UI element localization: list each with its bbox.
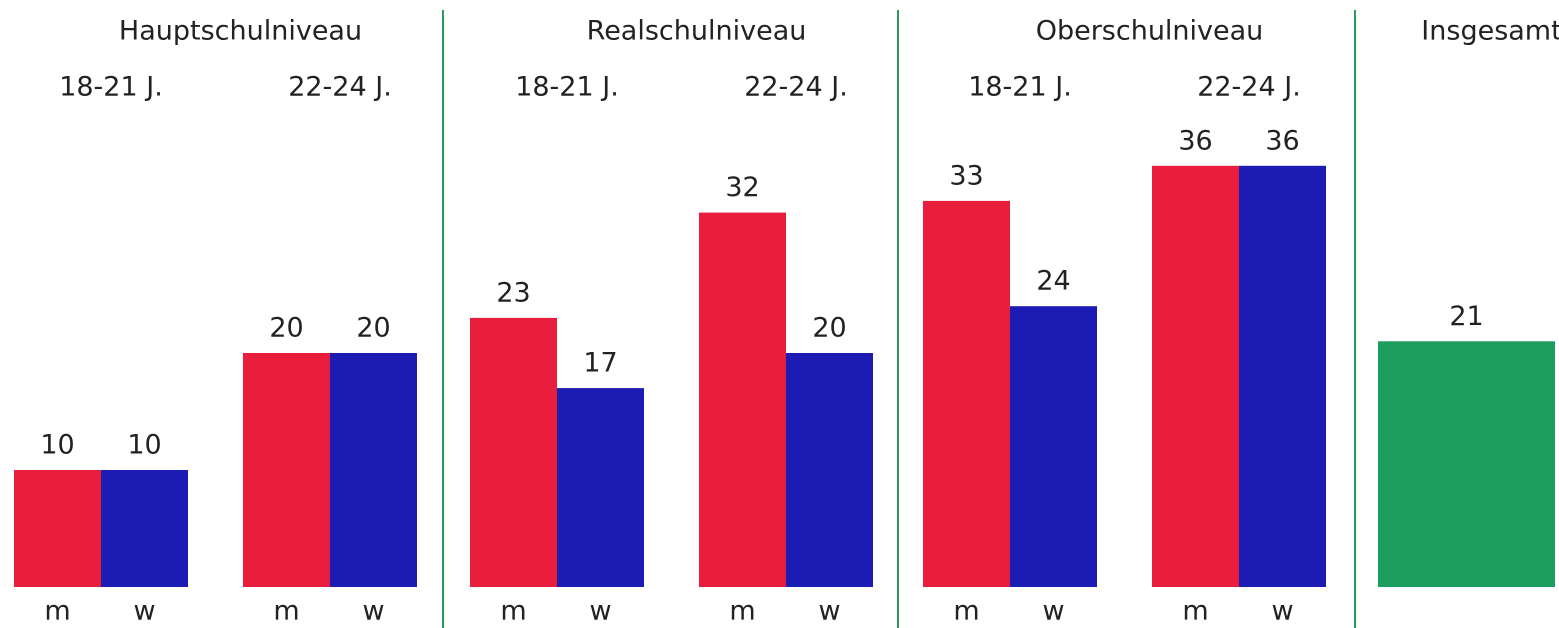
bar-label: m bbox=[500, 596, 526, 627]
group-title: Hauptschulniveau bbox=[119, 16, 362, 47]
age-label: 22-24 J. bbox=[744, 72, 848, 103]
group-title: Oberschulniveau bbox=[1036, 16, 1264, 47]
bar bbox=[470, 317, 557, 587]
bar-label: m bbox=[953, 596, 979, 627]
value-label: 10 bbox=[127, 430, 161, 461]
bar-label: w bbox=[362, 596, 384, 627]
bar-label: w bbox=[589, 596, 611, 627]
bar-label: m bbox=[273, 596, 299, 627]
bar-label: m bbox=[1182, 596, 1208, 627]
bar bbox=[699, 212, 786, 587]
bar-label: w bbox=[1271, 596, 1293, 627]
value-label: 36 bbox=[1265, 125, 1299, 156]
value-label: 36 bbox=[1178, 125, 1212, 156]
bar bbox=[786, 353, 873, 587]
bar bbox=[1378, 341, 1555, 587]
bar bbox=[923, 200, 1010, 587]
value-label: 21 bbox=[1449, 301, 1483, 332]
bar bbox=[1010, 306, 1097, 587]
bar bbox=[1239, 165, 1326, 588]
value-label: 10 bbox=[40, 430, 74, 461]
bar bbox=[557, 388, 644, 587]
age-label: 18-21 J. bbox=[515, 72, 619, 103]
bar bbox=[1152, 165, 1239, 588]
group-title: Insgesamt bbox=[1421, 16, 1559, 47]
value-label: 33 bbox=[949, 160, 983, 191]
bar bbox=[243, 353, 330, 587]
value-label: 32 bbox=[725, 172, 759, 203]
age-label: 22-24 J. bbox=[1197, 72, 1301, 103]
bar-label: m bbox=[729, 596, 755, 627]
value-label: 17 bbox=[583, 348, 617, 379]
bar bbox=[14, 470, 101, 587]
value-label: 23 bbox=[496, 277, 530, 308]
bar-label: w bbox=[1042, 596, 1064, 627]
bar bbox=[101, 470, 188, 587]
value-label: 20 bbox=[269, 313, 303, 344]
group-title: Realschulniveau bbox=[587, 16, 807, 47]
bar-label: w bbox=[133, 596, 155, 627]
bar-label: m bbox=[44, 596, 70, 627]
bar bbox=[330, 353, 417, 587]
age-label: 18-21 J. bbox=[59, 72, 163, 103]
value-label: 24 bbox=[1036, 266, 1070, 297]
age-label: 22-24 J. bbox=[288, 72, 392, 103]
bar-label: w bbox=[818, 596, 840, 627]
value-label: 20 bbox=[812, 313, 846, 344]
age-label: 18-21 J. bbox=[968, 72, 1072, 103]
value-label: 20 bbox=[356, 313, 390, 344]
